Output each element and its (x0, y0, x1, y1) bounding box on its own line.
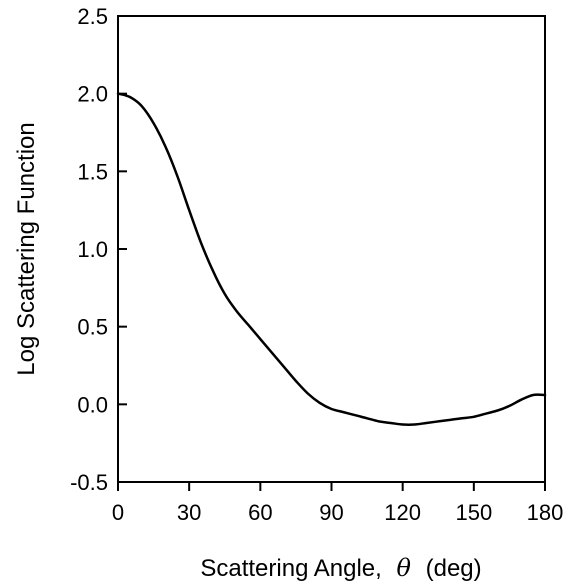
x-tick-label: 60 (248, 500, 272, 525)
x-tick-label: 30 (177, 500, 201, 525)
y-axis-title: Log Scattering Function (13, 122, 40, 376)
y-ticks (118, 15, 127, 483)
y-tick-label: -0.5 (70, 470, 108, 495)
plot-frame (117, 15, 546, 483)
x-tick-label: 150 (455, 500, 492, 525)
x-tick-label: 90 (319, 500, 343, 525)
y-tick-label: 0.0 (77, 392, 108, 417)
y-tick-label: 1.0 (77, 237, 108, 262)
x-tick-label: 180 (527, 500, 564, 525)
x-ticks (117, 482, 546, 491)
x-axis-title: Scattering Angle, θ (deg) (200, 554, 481, 582)
x-axis-title-suffix: (deg) (426, 555, 482, 582)
series-line (116, 92, 547, 426)
x-tick-labels: 0 30 60 90 120 150 180 (112, 500, 563, 525)
x-tick-label: 120 (384, 500, 421, 525)
y-tick-labels: -0.5 0.0 0.5 1.0 1.5 2.0 2.5 (70, 4, 108, 495)
theta-symbol: θ (396, 554, 411, 582)
x-axis-title-prefix: Scattering Angle, (200, 555, 381, 582)
y-tick-label: 2.5 (77, 4, 108, 29)
y-tick-label: 0.5 (77, 315, 108, 340)
y-tick-label: 2.0 (77, 82, 108, 107)
x-tick-label: 0 (112, 500, 124, 525)
y-tick-label: 1.5 (77, 159, 108, 184)
